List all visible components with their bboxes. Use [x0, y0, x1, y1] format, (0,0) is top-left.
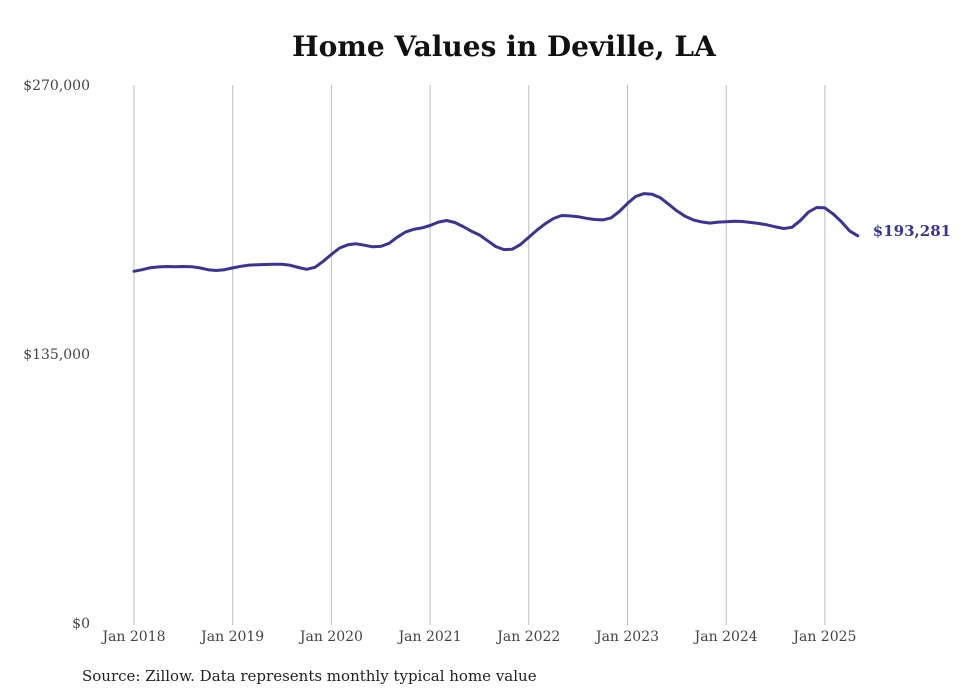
x-tick-label: Jan 2021 [397, 629, 462, 645]
source-note: Source: Zillow. Data represents monthly … [82, 667, 537, 685]
y-tick-label: $270,000 [23, 78, 90, 94]
x-tick-label: Jan 2019 [199, 629, 264, 645]
x-tick-label: Jan 2024 [693, 629, 758, 645]
y-tick-label: $0 [72, 616, 90, 632]
x-tick-label: Jan 2025 [791, 629, 856, 645]
x-tick-label: Jan 2018 [100, 629, 165, 645]
end-value-label: $193,281 [873, 222, 951, 240]
x-tick-label: Jan 2023 [594, 629, 659, 645]
end-value-layer: $193,281 [873, 222, 951, 240]
series-layer [132, 192, 860, 273]
y-tick-label: $135,000 [23, 347, 90, 363]
vertical-gridlines [133, 85, 826, 625]
y-axis-tick-labels: $0 $135,000 $270,000 [23, 78, 90, 632]
x-tick-label: Jan 2020 [298, 629, 363, 645]
chart-title: Home Values in Deville, LA [292, 30, 716, 63]
x-axis-tick-labels: Jan 2018 Jan 2019 Jan 2020 Jan 2021 Jan 2022… [100, 629, 856, 645]
x-tick-label: Jan 2022 [495, 629, 560, 645]
home-value-line [132, 192, 860, 273]
